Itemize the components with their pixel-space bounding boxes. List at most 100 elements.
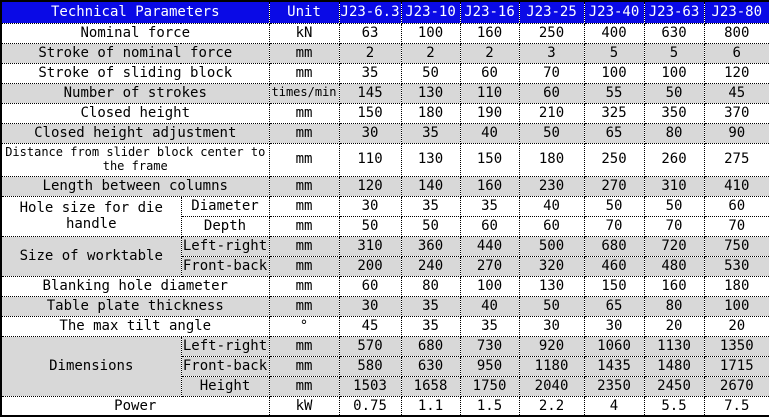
table-row: Power kW 0.75 1.1 1.5 2.2 4 5.5 7.5 — [0, 395, 769, 417]
value-cell: 140 — [400, 175, 461, 197]
value-cell: 30 — [338, 295, 402, 317]
unit-cell: mm — [268, 255, 340, 277]
value-cell: 60 — [459, 62, 520, 84]
value-cell: 400 — [583, 22, 645, 44]
param-label: Stroke of nominal force — [0, 42, 270, 64]
param-group-label: Hole size for die handle — [0, 195, 182, 237]
value-cell: 1180 — [518, 355, 585, 377]
value-cell: 275 — [703, 142, 769, 177]
value-cell: 1.1 — [400, 395, 461, 417]
value-cell: 50 — [583, 195, 645, 217]
table-row: Closed height adjustment mm 30 35 40 50 … — [0, 122, 769, 144]
param-sub-label: Left-right — [180, 335, 270, 357]
unit-cell: ° — [268, 315, 340, 337]
value-cell: 190 — [459, 102, 520, 124]
unit-cell: mm — [268, 62, 340, 84]
param-label: Table plate thickness — [0, 295, 270, 317]
table-row: Front-back mm 200 240 270 320 460 480 53… — [1, 255, 769, 277]
value-cell: 230 — [518, 175, 585, 197]
param-label: Number of strokes — [0, 82, 270, 104]
value-cell: 720 — [643, 235, 705, 257]
value-cell: 260 — [643, 142, 705, 177]
value-cell: 2.2 — [518, 395, 585, 417]
value-cell: 160 — [459, 22, 520, 44]
value-cell: 630 — [400, 355, 461, 377]
value-cell: 630 — [643, 22, 705, 44]
value-cell: 250 — [583, 142, 645, 177]
param-sub-label: Diameter — [180, 195, 270, 217]
param-sub-label: Depth — [180, 215, 270, 237]
value-cell: 35 — [459, 315, 520, 337]
value-cell: 50 — [643, 82, 705, 104]
param-group-label: Size of worktable — [0, 235, 182, 277]
table-row: Height mm 1503 1658 1750 2040 2350 2450 … — [1, 375, 769, 397]
value-cell: 0.75 — [338, 395, 402, 417]
param-label: The max tilt angle — [0, 315, 270, 337]
header-model: J23-63 — [643, 0, 705, 24]
value-cell: 60 — [459, 215, 520, 237]
value-cell: 350 — [643, 102, 705, 124]
value-cell: 120 — [703, 62, 769, 84]
value-cell: 70 — [583, 215, 645, 237]
value-cell: 50 — [400, 215, 461, 237]
value-cell: 2 — [400, 42, 461, 64]
value-cell: 20 — [643, 315, 705, 337]
value-cell: 120 — [338, 175, 402, 197]
value-cell: 50 — [518, 295, 585, 317]
unit-cell: mm — [268, 122, 340, 144]
value-cell: 130 — [400, 142, 461, 177]
value-cell: 160 — [643, 275, 705, 297]
value-cell: 35 — [338, 62, 402, 84]
value-cell: 60 — [338, 275, 402, 297]
value-cell: 580 — [338, 355, 402, 377]
value-cell: 100 — [400, 22, 461, 44]
value-cell: 160 — [459, 175, 520, 197]
value-cell: 5 — [583, 42, 645, 64]
header-model: J23-80 — [703, 0, 769, 24]
value-cell: 130 — [518, 275, 585, 297]
value-cell: 950 — [459, 355, 520, 377]
value-cell: 63 — [338, 22, 402, 44]
unit-cell: mm — [268, 195, 340, 217]
param-label: Power — [0, 395, 270, 417]
header-row: Technical Parameters Unit J23-6.3 J23-10… — [0, 0, 769, 24]
unit-cell: mm — [268, 102, 340, 124]
value-cell: 40 — [459, 122, 520, 144]
value-cell: 110 — [459, 82, 520, 104]
value-cell: 60 — [703, 195, 769, 217]
value-cell: 150 — [583, 275, 645, 297]
param-sub-label: Left-right — [180, 235, 270, 257]
table-row: Size of worktable Left-right mm 310 360 … — [0, 235, 769, 277]
value-cell: 35 — [400, 315, 461, 337]
value-cell: 50 — [643, 195, 705, 217]
value-cell: 500 — [518, 235, 585, 257]
value-cell: 480 — [643, 255, 705, 277]
value-cell: 310 — [338, 235, 402, 257]
value-cell: 40 — [459, 295, 520, 317]
value-cell: 35 — [400, 295, 461, 317]
table-row: Nominal force kN 63 100 160 250 400 630 … — [0, 22, 769, 44]
value-cell: 240 — [400, 255, 461, 277]
unit-cell: mm — [268, 295, 340, 317]
value-cell: 1750 — [459, 375, 520, 397]
param-label: Nominal force — [0, 22, 270, 44]
value-cell: 100 — [459, 275, 520, 297]
param-label: Closed height adjustment — [0, 122, 270, 144]
table-row: Dimensions Left-right mm 570 680 730 920… — [0, 335, 769, 397]
unit-cell: times/min — [268, 82, 340, 104]
value-cell: 20 — [703, 315, 769, 337]
value-cell: 1130 — [643, 335, 705, 357]
value-cell: 680 — [400, 335, 461, 357]
value-cell: 1060 — [583, 335, 645, 357]
value-cell: 30 — [338, 195, 402, 217]
value-cell: 680 — [583, 235, 645, 257]
value-cell: 1658 — [400, 375, 461, 397]
value-cell: 35 — [400, 122, 461, 144]
header-model: J23-6.3 — [338, 0, 402, 24]
value-cell: 570 — [338, 335, 402, 357]
value-cell: 150 — [459, 142, 520, 177]
param-group-label: Dimensions — [0, 335, 182, 397]
value-cell: 730 — [459, 335, 520, 357]
value-cell: 30 — [338, 122, 402, 144]
value-cell: 80 — [643, 122, 705, 144]
